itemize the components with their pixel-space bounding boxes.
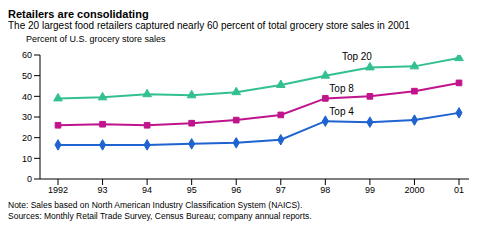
- svg-text:Top 8: Top 8: [329, 83, 354, 94]
- svg-text:93: 93: [98, 185, 108, 195]
- html-text:Percent of U.S. grocery store: Percent of U.S. grocery store sales: [26, 34, 166, 44]
- svg-text:97: 97: [276, 185, 286, 195]
- html-text:The 20 largest food retailers: The 20 largest food retailers captured n…: [8, 20, 410, 31]
- svg-text:60: 60: [22, 50, 32, 60]
- svg-text:1992: 1992: [48, 185, 68, 195]
- svg-text:10: 10: [22, 154, 32, 164]
- svg-text:99: 99: [365, 185, 375, 195]
- svg-text:95: 95: [187, 185, 197, 195]
- svg-text:Top 20: Top 20: [342, 51, 372, 62]
- svg-text:96: 96: [231, 185, 241, 195]
- svg-text:50: 50: [22, 71, 32, 81]
- svg-text:0: 0: [27, 174, 32, 184]
- svg-text:94: 94: [142, 185, 152, 195]
- svg-text:01: 01: [454, 185, 464, 195]
- html-text:Sources: Monthly Retail Trade: Sources: Monthly Retail Trade Survey, Ce…: [8, 211, 312, 221]
- svg-text:30: 30: [22, 112, 32, 122]
- svg-text:2000: 2000: [404, 185, 424, 195]
- svg-text:Top 4: Top 4: [329, 106, 354, 117]
- svg-text:40: 40: [22, 92, 32, 102]
- html-text:Note: Sales based on North Ame: Note: Sales based on North American Indu…: [8, 200, 303, 210]
- html-text:Retailers are consolidating: Retailers are consolidating: [8, 8, 149, 20]
- svg-text:98: 98: [320, 185, 330, 195]
- svg-text:20: 20: [22, 133, 32, 143]
